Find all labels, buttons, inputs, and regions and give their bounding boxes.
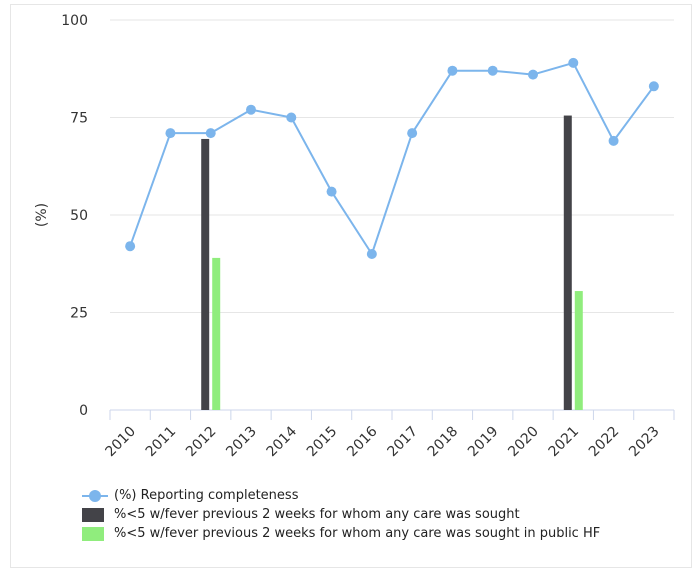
x-tick-label: 2013: [223, 424, 260, 461]
bar-series: [201, 115, 583, 411]
data-point: [165, 128, 176, 139]
y-tick-label: 50: [70, 208, 88, 224]
data-point: [407, 128, 418, 139]
data-point: [286, 112, 297, 123]
legend-label: %<5 w/fever previous 2 weeks for whom an…: [114, 526, 601, 541]
x-tick-label: 2015: [304, 424, 341, 461]
data-point: [487, 65, 498, 76]
x-tick-label: 2016: [344, 423, 381, 460]
data-point: [326, 186, 337, 197]
data-point: [447, 65, 458, 76]
data-point: [246, 104, 256, 115]
line-series: [125, 57, 659, 259]
legend-item-reporting-completeness[interactable]: (%) Reporting completeness: [82, 486, 600, 505]
legend-bar-marker-icon: [82, 526, 108, 541]
legend-label: (%) Reporting completeness: [114, 488, 299, 503]
bar: [563, 115, 572, 411]
bar: [201, 138, 210, 410]
data-point: [608, 135, 619, 146]
legend-line-marker-icon: [82, 489, 108, 503]
y-tick-label: 75: [70, 111, 88, 127]
bar: [574, 291, 583, 410]
bar: [212, 257, 221, 410]
y-tick-label: 25: [70, 306, 88, 322]
legend-item-care-sought-public-hf[interactable]: %<5 w/fever previous 2 weeks for whom an…: [82, 524, 600, 543]
data-point: [205, 128, 216, 139]
x-tick-label: 2023: [626, 424, 663, 461]
x-tick-label: 2010: [102, 424, 139, 461]
y-tick-label: 0: [79, 403, 88, 419]
legend-label: %<5 w/fever previous 2 weeks for whom an…: [114, 507, 520, 522]
x-axis: [109, 409, 675, 420]
data-point: [568, 57, 579, 68]
legend-bar-marker-icon: [82, 507, 108, 522]
data-point: [528, 69, 538, 80]
y-tick-label: 100: [61, 13, 88, 29]
data-point: [125, 241, 136, 252]
legend-item-care-sought[interactable]: %<5 w/fever previous 2 weeks for whom an…: [82, 505, 600, 524]
y-axis-title: (%): [34, 203, 50, 227]
x-tick-label: 2019: [465, 424, 502, 461]
x-tick-label: 2021: [546, 424, 583, 461]
x-tick-label: 2014: [264, 423, 301, 460]
x-tick-label: 2020: [505, 424, 542, 461]
series-line: [129, 61, 655, 255]
legend: (%) Reporting completeness %<5 w/fever p…: [82, 486, 600, 543]
data-point: [648, 81, 659, 92]
chart-container: [10, 4, 692, 568]
x-tick-label: 2011: [143, 424, 180, 461]
x-tick-label: 2017: [384, 424, 421, 461]
x-tick-label: 2012: [183, 424, 220, 461]
x-tick-label: 2022: [586, 424, 623, 461]
grid: [110, 19, 674, 313]
data-point: [366, 249, 377, 259]
x-tick-label: 2018: [425, 424, 462, 461]
